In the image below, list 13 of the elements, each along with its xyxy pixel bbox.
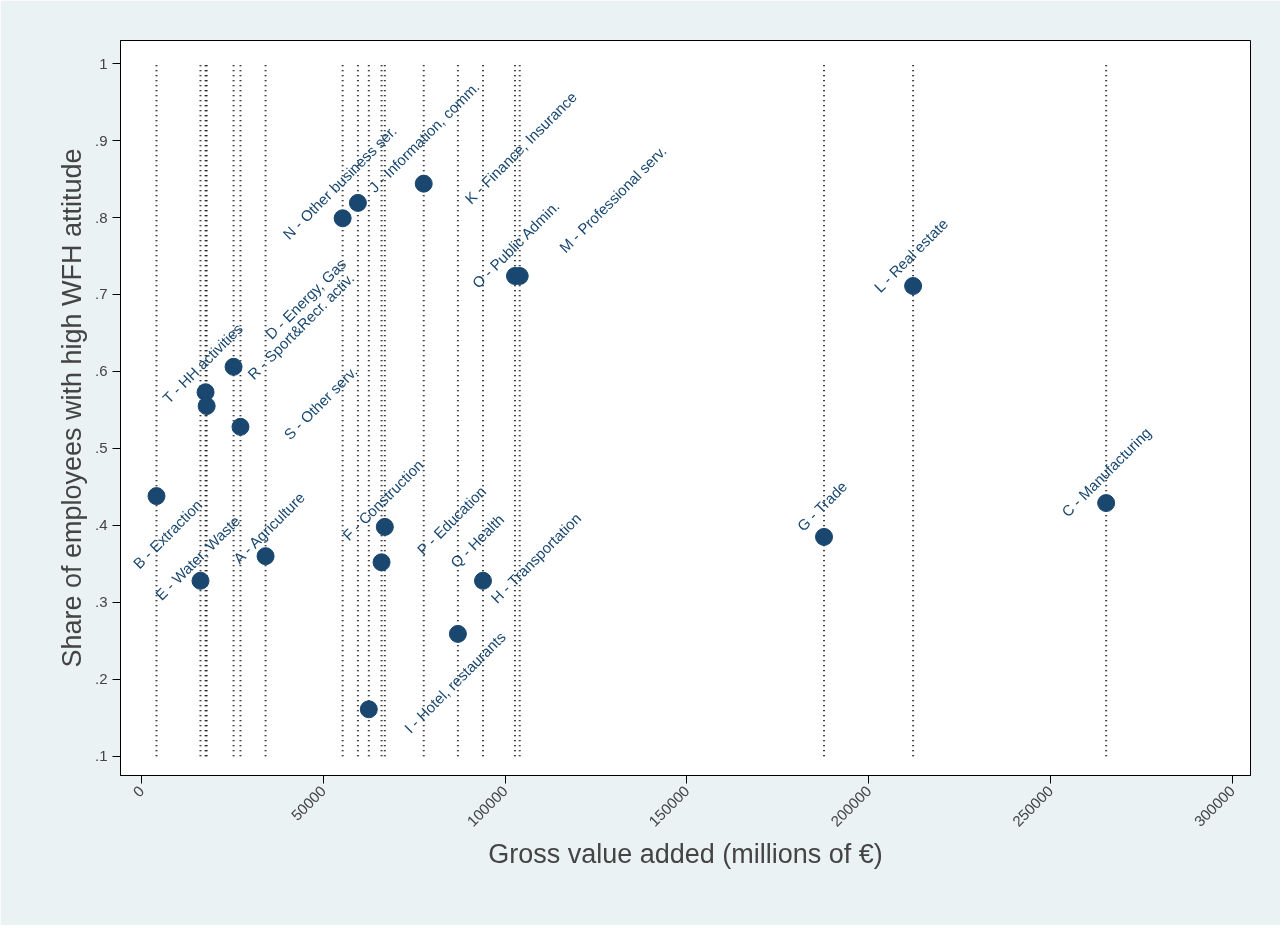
y-tick-label: .7: [94, 285, 108, 303]
y-tick-label: .3: [94, 593, 108, 611]
y-tick-label: .4: [94, 516, 108, 534]
y-tick-label: .2: [94, 670, 108, 688]
x-axis-title: Gross value added (millions of €): [488, 838, 883, 869]
y-tick-label: .9: [94, 131, 108, 149]
y-tick-label: .8: [94, 208, 108, 226]
y-tick-label: .1: [94, 747, 108, 765]
y-tick-label: 1: [99, 54, 108, 72]
y-tick-label: .5: [94, 439, 108, 457]
y-axis-title: Share of employees with high WFH attitude: [56, 148, 87, 668]
x-tick-label: 0: [129, 782, 148, 801]
y-tick-label: .6: [94, 362, 108, 380]
